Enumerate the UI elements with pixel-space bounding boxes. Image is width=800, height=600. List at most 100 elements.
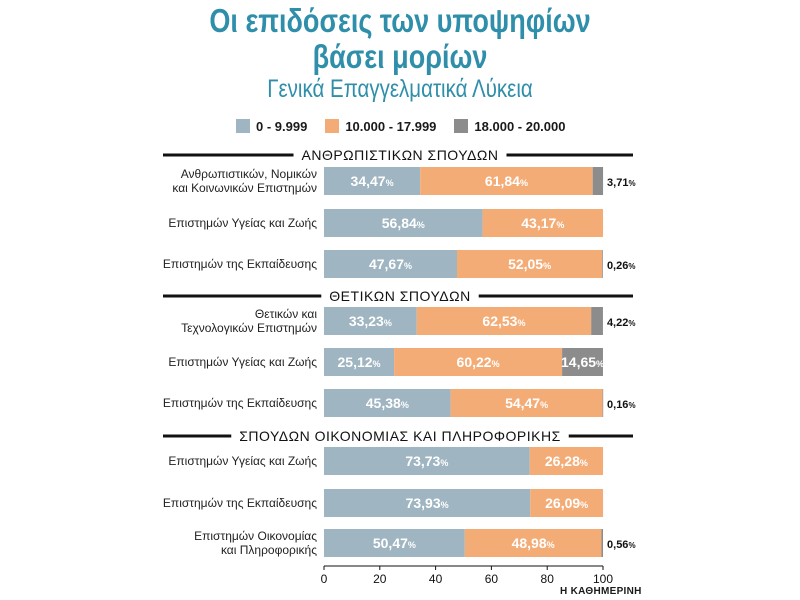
chart-subtitle: Γενικά Επαγγελματικά Λύκεια [267, 75, 533, 103]
x-tick-label: 0 [321, 572, 328, 586]
data-label: 60,22% [457, 354, 500, 370]
row-label: και Κοινωνικών Επιστημών [172, 181, 317, 195]
percent-sign: % [401, 400, 409, 410]
data-label: 25,12% [338, 354, 381, 370]
data-label: 3,71% [607, 177, 636, 189]
bar-segment-mid [529, 447, 604, 475]
percent-sign: % [580, 458, 588, 468]
bar-segment-low [324, 250, 457, 278]
percent-sign: % [441, 500, 449, 510]
bar-segment-high [602, 250, 603, 278]
percent-sign: % [543, 261, 551, 271]
percent-sign: % [596, 359, 604, 369]
bar-segment-low [324, 489, 531, 517]
bar-segment-mid [416, 307, 592, 335]
legend-swatch-mid [325, 119, 340, 133]
group-heading: ΘΕΤΙΚΩΝ ΣΠΟΥΔΩΝ [329, 288, 470, 304]
data-label: 26,09% [545, 495, 588, 511]
data-label: 4,22% [607, 317, 636, 329]
data-label: 52,05% [508, 256, 551, 272]
data-label: 45,38% [366, 395, 409, 411]
legend-swatch-high [454, 119, 469, 133]
source-credit: Η ΚΑΘΗΜΕΡΙΝΗ [560, 586, 642, 597]
data-label: 14,65% [561, 354, 604, 370]
legend-label-mid: 10.000 - 17.999 [345, 118, 437, 134]
percent-sign: % [520, 178, 528, 188]
data-label: 47,67% [369, 256, 412, 272]
data-label: 73,93% [406, 495, 449, 511]
legend-item-low: 0 - 9.999 [236, 119, 307, 134]
percent-sign: % [556, 220, 564, 230]
row-label: Επιστημών της Εκπαίδευσης [163, 257, 317, 271]
bar-segment-mid [482, 209, 604, 237]
data-label: 61,84% [485, 173, 528, 189]
data-label: 33,23% [349, 313, 392, 329]
bar-segment-mid [464, 529, 602, 557]
legend: 0 - 9.999 10.000 - 17.999 18.000 - 20.00… [236, 118, 583, 134]
bar-segment-low [324, 389, 451, 417]
x-tick-label: 40 [429, 572, 443, 586]
chart-title-line-2: βάσει μορίων [312, 38, 488, 75]
row-label: και Πληροφορικής [221, 543, 317, 557]
percent-sign: % [440, 458, 448, 468]
percent-sign: % [628, 401, 635, 410]
data-label: 54,47% [505, 395, 548, 411]
percent-sign: % [492, 359, 500, 369]
row-label: Επιστημών της Εκπαίδευσης [163, 496, 317, 510]
row-label: Θετικών και [255, 307, 317, 321]
data-label: 73,73% [405, 453, 448, 469]
row-label: Ανθρωπιστικών, Νομικών [181, 167, 317, 181]
x-tick-label: 100 [593, 572, 613, 586]
legend-swatch-low [236, 119, 250, 133]
bar-segment-high [601, 529, 604, 557]
x-tick-label: 60 [485, 572, 499, 586]
percent-sign: % [628, 179, 635, 188]
bar-segment-low [324, 529, 465, 557]
group-heading: ΣΠΟΥΔΩΝ ΟΙΚΟΝΟΜΙΑΣ ΚΑΙ ΠΛΗΡΟΦΟΡΙΚΗΣ [239, 428, 560, 444]
bar-segment-high [592, 167, 604, 195]
data-label: 56,84% [382, 215, 425, 231]
data-label: 43,17% [521, 215, 564, 231]
data-label: 0,16% [607, 399, 636, 411]
percent-sign: % [386, 178, 394, 188]
legend-item-mid: 10.000 - 17.999 [325, 119, 436, 134]
percent-sign: % [384, 318, 392, 328]
percent-sign: % [540, 400, 548, 410]
row-label: Τεχνολογικών Επιστημών [181, 321, 317, 335]
data-label: 48,98% [512, 535, 555, 551]
bar-segment-low [324, 307, 417, 335]
bar-segment-mid [420, 167, 593, 195]
percent-sign: % [373, 359, 381, 369]
legend-label-high: 18.000 - 20.000 [474, 118, 566, 134]
row-label: Επιστημών Υγείας και Ζωής [168, 454, 317, 468]
data-label: 62,53% [482, 313, 525, 329]
row-label: Επιστημών της Εκπαίδευσης [163, 396, 317, 410]
bar-segment-mid [394, 348, 563, 376]
bar-segment-low [324, 167, 421, 195]
percent-sign: % [628, 262, 635, 271]
row-label: Επιστημών Υγείας και Ζωής [168, 216, 317, 230]
bar-segment-mid [530, 489, 604, 517]
percent-sign: % [417, 220, 425, 230]
row-label: Επιστημών Οικονομίας [194, 529, 317, 543]
percent-sign: % [628, 541, 635, 550]
x-tick-label: 80 [541, 572, 555, 586]
data-label: 50,47% [373, 535, 416, 551]
data-label: 0,56% [607, 539, 636, 551]
x-tick-label: 20 [373, 572, 387, 586]
bar-segment-high [591, 307, 603, 335]
legend-label-low: 0 - 9.999 [256, 118, 308, 134]
bar-segment-high [602, 389, 604, 417]
percent-sign: % [580, 500, 588, 510]
bar-segment-low [324, 348, 395, 376]
data-label: 0,26% [607, 260, 636, 272]
percent-sign: % [517, 318, 525, 328]
percent-sign: % [547, 540, 555, 550]
percent-sign: % [404, 261, 412, 271]
bar-segment-low [324, 447, 530, 475]
percent-sign: % [408, 540, 416, 550]
bar-segment-high [562, 348, 603, 376]
group-heading: ΑΝΘΡΩΠΙΣΤΙΚΩΝ ΣΠΟΥΔΩΝ [302, 147, 499, 163]
row-label: Επιστημών Υγείας και Ζωής [168, 355, 317, 369]
